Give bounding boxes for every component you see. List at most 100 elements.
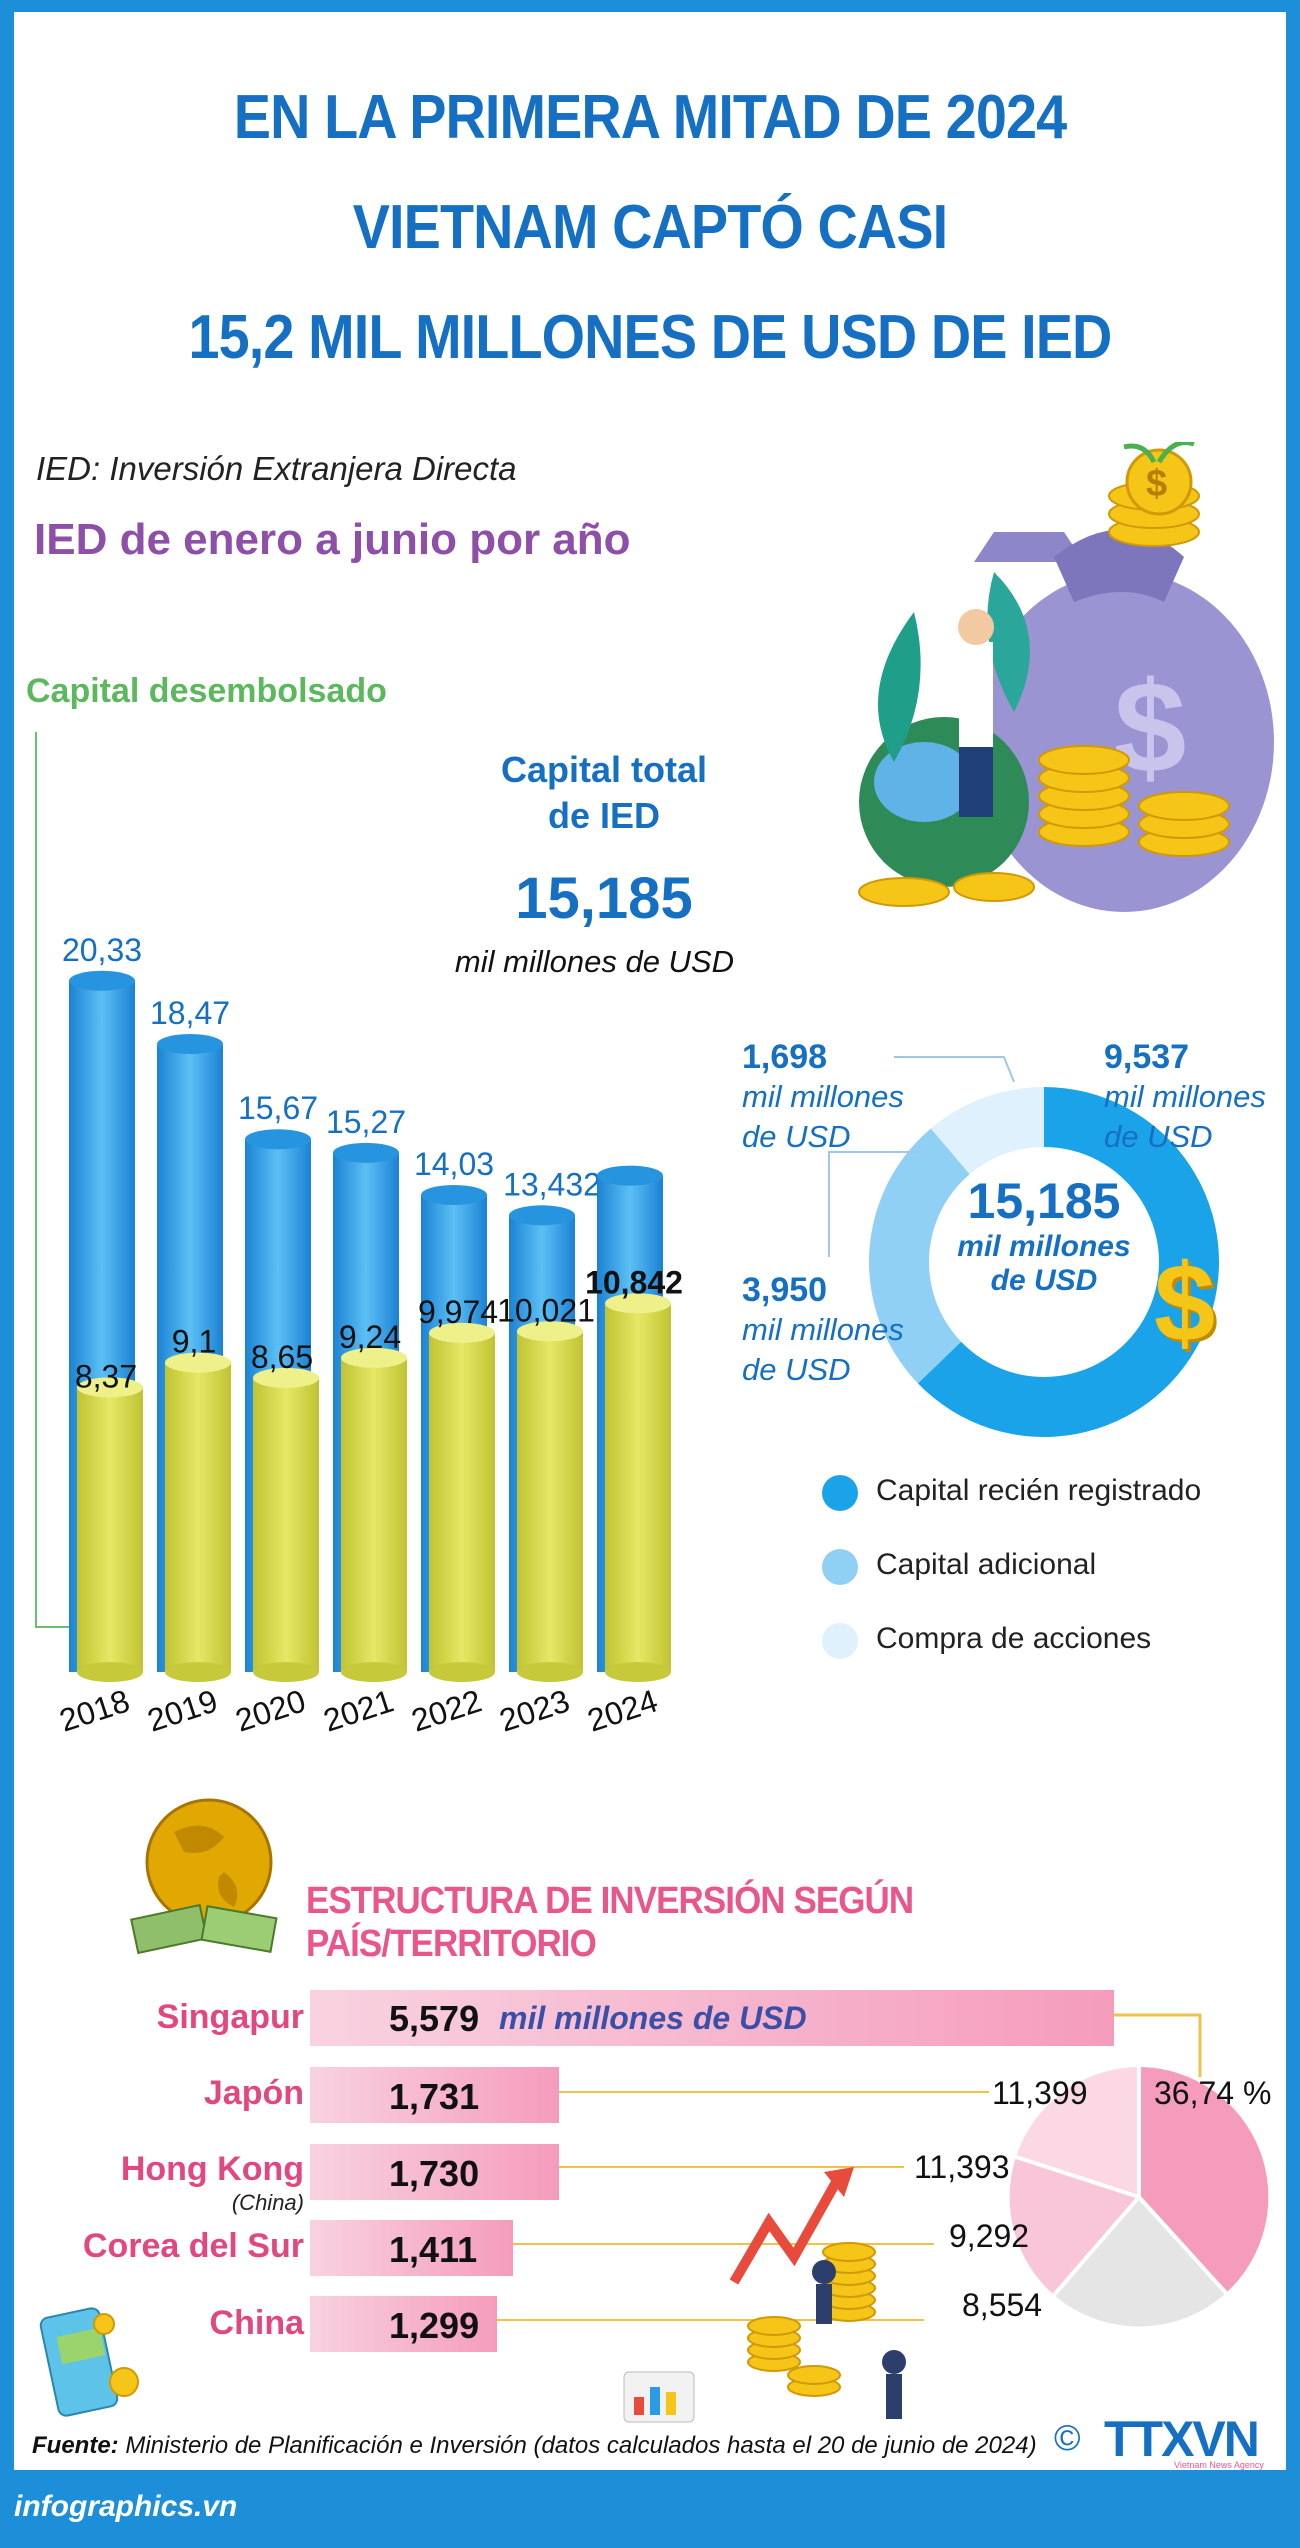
bar-total-top-2023 [509,1205,575,1226]
bar-total-label-2020: 15,67 [238,1090,318,1126]
country-value-south-korea: 1,411 [389,2229,478,2270]
bar-total-top-2020 [245,1129,311,1150]
annotation-additional-capital-value: 3,950 [742,1271,828,1309]
growth-coins-illustration [623,2167,906,2423]
pie-value-hong-kong: 11,393 [914,2149,1010,2185]
bar-disbursed-2023 [517,1331,583,1672]
bar-base-2020 [253,1662,319,1682]
bar-total-label-2018: 20,33 [62,932,142,968]
section2-title: ESTRUCTURA DE INVERSIÓN SEGÚN PAÍS/TERRI… [306,1880,914,1965]
bar-disbursed-label-2018: 8,37 [75,1358,137,1394]
legend-label-additional-capital: Capital adicional [876,1548,1097,1581]
bar-disbursed-2019 [165,1362,231,1672]
country-value-hong-kong: 1,730 [389,2153,480,2194]
pie-value-china: 8,554 [962,2287,1043,2323]
agency-logo-text: TTXVN [1104,2411,1260,2467]
capital-donut-chart [869,1087,1219,1437]
agency-subtitle: Vietnam News Agency [1174,2460,1264,2470]
bar-base-2018 [77,1662,143,1682]
bar-base-2022 [429,1662,495,1682]
country-bar-south-korea [310,2220,513,2276]
total-capital-value: 15,185 [515,866,693,931]
title-line-2: VIETNAM CAPTÓ CASI [352,193,948,262]
annotation-additional-capital-unit-line1: mil millones [742,1312,904,1347]
country-label-singapore: Singapur [156,1998,304,2036]
donut-slice-new-capital [917,1087,1219,1437]
annotation-additional-capital: 3,950 mil millones de USD [742,1270,904,1390]
bar-total-top-2021 [333,1142,399,1163]
country-unit-label: mil millones de USD [499,2000,807,2036]
country-value-singapore: 5,579 [389,1998,480,2039]
money-bag-illustration: $ $ [858,442,1274,912]
bar-disbursed-top-2023 [517,1321,583,1342]
bar-total-top-2022 [421,1184,487,1205]
title-line-1: EN LA PRIMERA MITAD DE 2024 [233,83,1067,152]
pie-value-south-korea: 9,292 [949,2218,1030,2254]
donut-center-value: 15,185 [967,1173,1121,1229]
country-bar-china [310,2296,497,2352]
dollar-sign-icon: $ [1154,1242,1216,1365]
bar-total-label-2019: 18,47 [150,995,230,1031]
section-title: IED de enero a junio por año [34,515,631,564]
country-label-hong-kong: Hong Kong [120,2150,304,2188]
bar-disbursed-label-2021: 9,24 [339,1319,401,1355]
country-sub-hong-kong: (China) [231,2190,304,2215]
donut-center: 15,185 mil millones de USD [914,1172,1174,1298]
annotation-share-purchase: 1,698 mil millones de USD [742,1037,904,1157]
bar-disbursed-top-2019 [165,1352,231,1373]
annotation-share-purchase-value: 1,698 [742,1038,828,1076]
source-label: Fuente: [32,2432,119,2459]
bar-base-2024 [605,1662,671,1682]
annotation-share-purchase-unit-line2: de USD [742,1119,851,1154]
country-value-japan: 1,731 [389,2076,480,2117]
bar-disbursed-2021 [341,1357,407,1672]
bar-disbursed-top-2024 [605,1293,671,1314]
legend-dot-share-purchase [822,1623,858,1659]
bar-disbursed-top-2022 [429,1322,495,1343]
bar-disbursed-top-2020 [253,1367,319,1388]
bar-disbursed-top-2021 [341,1347,407,1368]
bar-disbursed-label-2022: 9,974 [418,1294,498,1330]
bar-total-top-2024 [597,1165,663,1186]
title-line-3: 15,2 MIL MILLONES DE USD DE IED [188,303,1113,372]
bar-total-label-2022: 14,03 [414,1146,494,1182]
country-bar-hong-kong [310,2144,559,2200]
bar-disbursed-label-2023: 10,021 [497,1292,595,1328]
bar-base-2023 [517,1662,583,1682]
donut-center-unit-line1: mil millones [957,1230,1131,1263]
bar-total-label-2021: 15,27 [326,1104,406,1140]
donut-leader-lines [828,1056,1015,1257]
fdi-bar-chart: 20,338,37201818,479,1201915,678,65202015… [35,732,683,1739]
annotation-additional-capital-unit-line2: de USD [742,1352,851,1387]
bar-total-top-2019 [157,1034,223,1055]
pie-percent-label: 36,74 % [1154,2075,1272,2111]
donut-slice-share-purchase [930,1087,1044,1175]
bar-base-2019 [165,1662,231,1682]
legend-dot-new-capital [822,1475,858,1511]
country-pie-chart [1009,2067,1269,2327]
legend-label-new-capital: Capital recién registrado [876,1474,1202,1507]
bar-disbursed-label-2019: 9,1 [172,1324,216,1360]
infographic-page: EN LA PRIMERA MITAD DE 2024 VIETNAM CAPT… [14,12,1286,2470]
bar-disbursed-2024 [605,1303,671,1672]
legend-dot-additional-capital [822,1549,858,1585]
bar-disbursed-2020 [253,1377,319,1672]
annotation-new-capital: 9,537 mil millones de USD [1104,1037,1266,1157]
total-capital-label-line2: de IED [547,795,661,836]
source-line: Fuente: Ministerio de Planificación e In… [32,2432,1037,2460]
bar-total-label-2023: 13,432 [503,1166,601,1202]
annotation-share-purchase-unit-line1: mil millones [742,1079,904,1114]
bar-disbursed-2022 [429,1332,495,1672]
pie-value-japan: 11,399 [992,2075,1088,2111]
bar-disbursed-label-2020: 8,65 [251,1339,313,1375]
country-label-south-korea: Corea del Sur [82,2227,304,2265]
disbursed-capital-label: Capital desembolsado [26,672,387,710]
country-bar-japan [310,2067,559,2123]
country-label-china: China [209,2304,304,2342]
bar-total-top-2018 [69,970,135,991]
total-capital-unit: mil millones de USD [454,944,734,979]
bar-disbursed-2018 [77,1387,143,1672]
country-label-japan: Japón [203,2074,304,2112]
country-value-china: 1,299 [389,2305,480,2346]
donut-center-unit-line2: de USD [990,1264,1098,1297]
